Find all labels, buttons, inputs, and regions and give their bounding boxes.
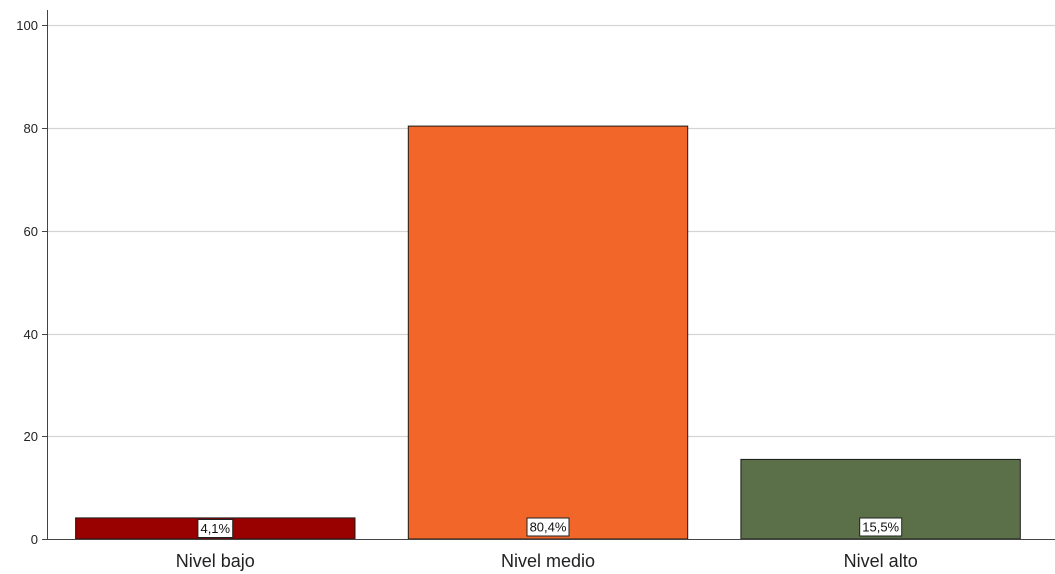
x-category-label: Nivel medio (501, 551, 595, 571)
bar-nivel-medio (408, 126, 687, 539)
y-tick-label: 80 (24, 121, 38, 136)
y-tick-label: 60 (24, 224, 38, 239)
bars (76, 126, 1021, 539)
data-label-group: 80,4% (527, 518, 569, 536)
x-axis-labels: Nivel bajo Nivel medio Nivel alto (176, 551, 918, 571)
data-label: 4,1% (200, 521, 230, 536)
y-tick-label: 20 (24, 429, 38, 444)
data-label-group: 4,1% (198, 520, 233, 538)
x-category-label: Nivel alto (844, 551, 918, 571)
y-tick-label: 100 (16, 18, 38, 33)
y-tick-label: 40 (24, 327, 38, 342)
x-category-label: Nivel bajo (176, 551, 255, 571)
data-label: 15,5% (862, 520, 899, 535)
y-axis-ticks: 0 20 40 60 80 100 (16, 18, 47, 547)
data-label-group: 15,5% (860, 518, 902, 536)
y-tick-label: 0 (31, 532, 38, 547)
data-label: 80,4% (530, 520, 567, 535)
